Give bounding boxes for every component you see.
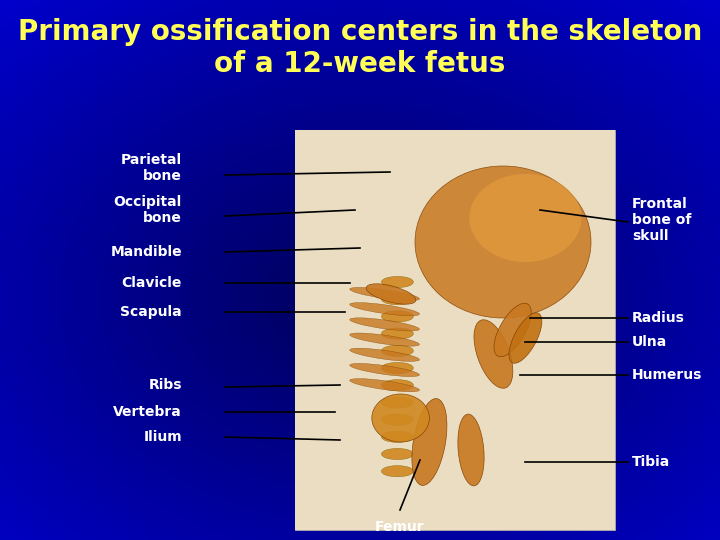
Ellipse shape [350,318,420,331]
Text: Frontal
bone of
skull: Frontal bone of skull [632,197,691,243]
Ellipse shape [458,414,484,486]
Text: Scapula: Scapula [120,305,182,319]
Ellipse shape [366,284,416,304]
Text: Radius: Radius [632,311,685,325]
Ellipse shape [350,287,420,301]
Text: Ulna: Ulna [632,335,667,349]
Ellipse shape [350,363,420,376]
Ellipse shape [382,465,413,477]
Ellipse shape [382,414,413,425]
Ellipse shape [382,276,413,288]
Text: Parietal
bone: Parietal bone [121,153,182,183]
Ellipse shape [382,345,413,356]
Ellipse shape [469,174,582,262]
Ellipse shape [382,362,413,374]
Ellipse shape [509,313,542,363]
Ellipse shape [474,320,513,388]
Ellipse shape [382,397,413,408]
Text: Humerus: Humerus [632,368,703,382]
Ellipse shape [382,311,413,322]
Text: Ilium: Ilium [143,430,182,444]
Text: Vertebra: Vertebra [113,405,182,419]
Ellipse shape [350,302,420,316]
Ellipse shape [382,431,413,442]
Bar [295,130,615,530]
Text: Femur: Femur [375,520,425,534]
Text: Tibia: Tibia [632,455,670,469]
Ellipse shape [350,348,420,361]
Text: Primary ossification centers in the skeleton
of a 12-week fetus: Primary ossification centers in the skel… [18,18,702,78]
Ellipse shape [412,399,447,485]
Ellipse shape [382,294,413,305]
Ellipse shape [350,333,420,346]
Ellipse shape [350,379,420,392]
Ellipse shape [415,166,591,318]
Ellipse shape [382,380,413,391]
Ellipse shape [382,328,413,339]
Text: Mandible: Mandible [110,245,182,259]
Ellipse shape [372,394,429,442]
Ellipse shape [382,448,413,460]
Text: Clavicle: Clavicle [122,276,182,290]
Ellipse shape [494,303,531,357]
Text: Ribs: Ribs [148,378,182,392]
Text: Occipital
bone: Occipital bone [114,195,182,225]
